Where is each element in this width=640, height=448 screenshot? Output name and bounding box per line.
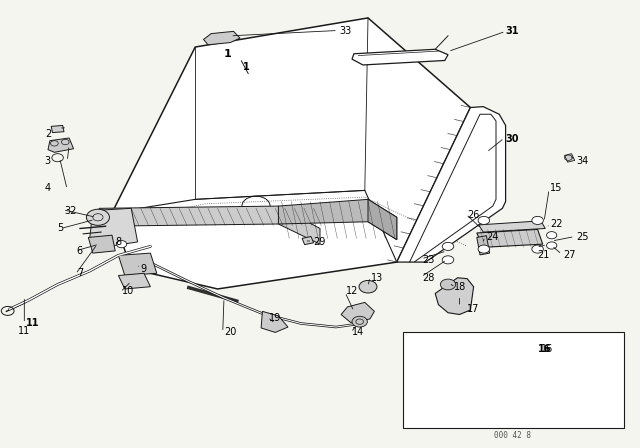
Text: 27: 27 <box>563 250 576 260</box>
Text: 34: 34 <box>576 156 588 166</box>
Circle shape <box>532 216 543 224</box>
Polygon shape <box>352 49 448 65</box>
Circle shape <box>359 280 377 293</box>
Text: 16: 16 <box>541 345 553 354</box>
Circle shape <box>116 241 127 248</box>
Circle shape <box>547 242 557 249</box>
Text: 9: 9 <box>141 264 147 274</box>
Text: 16: 16 <box>538 345 551 354</box>
Text: 14: 14 <box>352 327 364 336</box>
Polygon shape <box>90 208 138 246</box>
Polygon shape <box>261 311 288 332</box>
Text: 29: 29 <box>314 237 326 247</box>
Polygon shape <box>564 154 575 162</box>
Text: 28: 28 <box>422 273 435 283</box>
Polygon shape <box>435 278 474 314</box>
Polygon shape <box>88 235 115 253</box>
Text: 15: 15 <box>550 183 563 193</box>
Polygon shape <box>302 237 314 245</box>
Polygon shape <box>278 199 397 240</box>
Text: 3: 3 <box>45 156 51 166</box>
Polygon shape <box>341 302 374 323</box>
Text: 2: 2 <box>45 129 51 139</box>
Circle shape <box>532 245 543 253</box>
Text: 6: 6 <box>77 246 83 256</box>
Polygon shape <box>368 199 397 240</box>
Text: 7: 7 <box>77 268 83 278</box>
Circle shape <box>478 216 490 224</box>
Text: 13: 13 <box>371 273 383 283</box>
Text: 31: 31 <box>506 26 519 36</box>
Text: 12: 12 <box>346 286 358 296</box>
Text: 26: 26 <box>467 210 479 220</box>
Text: 23: 23 <box>422 255 435 265</box>
Text: 19: 19 <box>269 313 281 323</box>
Text: 11: 11 <box>18 326 31 336</box>
Text: 000 42 8: 000 42 8 <box>493 431 531 440</box>
Polygon shape <box>397 107 506 262</box>
Text: 33: 33 <box>339 26 351 36</box>
Polygon shape <box>99 206 320 244</box>
Circle shape <box>442 242 454 250</box>
Circle shape <box>86 209 109 225</box>
Text: 11: 11 <box>26 318 39 327</box>
Text: 24: 24 <box>486 233 499 242</box>
FancyBboxPatch shape <box>403 332 624 428</box>
Text: 8: 8 <box>115 237 122 247</box>
Circle shape <box>352 316 367 327</box>
Text: 18: 18 <box>454 282 467 292</box>
Polygon shape <box>118 253 157 276</box>
Text: 22: 22 <box>550 219 563 229</box>
Circle shape <box>442 256 454 264</box>
Circle shape <box>478 245 490 253</box>
Text: 4: 4 <box>45 183 51 193</box>
Polygon shape <box>477 229 543 247</box>
Polygon shape <box>477 236 490 255</box>
Polygon shape <box>112 18 470 289</box>
Polygon shape <box>51 125 64 133</box>
Polygon shape <box>118 273 150 289</box>
Circle shape <box>547 232 557 239</box>
Text: 21: 21 <box>538 250 550 260</box>
Text: 17: 17 <box>467 304 479 314</box>
Text: 20: 20 <box>224 327 236 336</box>
Circle shape <box>440 279 456 290</box>
Text: 30: 30 <box>506 134 519 144</box>
Text: 5: 5 <box>58 224 64 233</box>
Polygon shape <box>479 221 545 232</box>
Text: 10: 10 <box>122 286 134 296</box>
Text: 1: 1 <box>243 62 250 72</box>
Polygon shape <box>48 138 74 152</box>
Polygon shape <box>204 31 240 45</box>
Text: 1: 1 <box>223 49 231 59</box>
Text: 25: 25 <box>576 233 589 242</box>
Text: 32: 32 <box>64 206 76 215</box>
